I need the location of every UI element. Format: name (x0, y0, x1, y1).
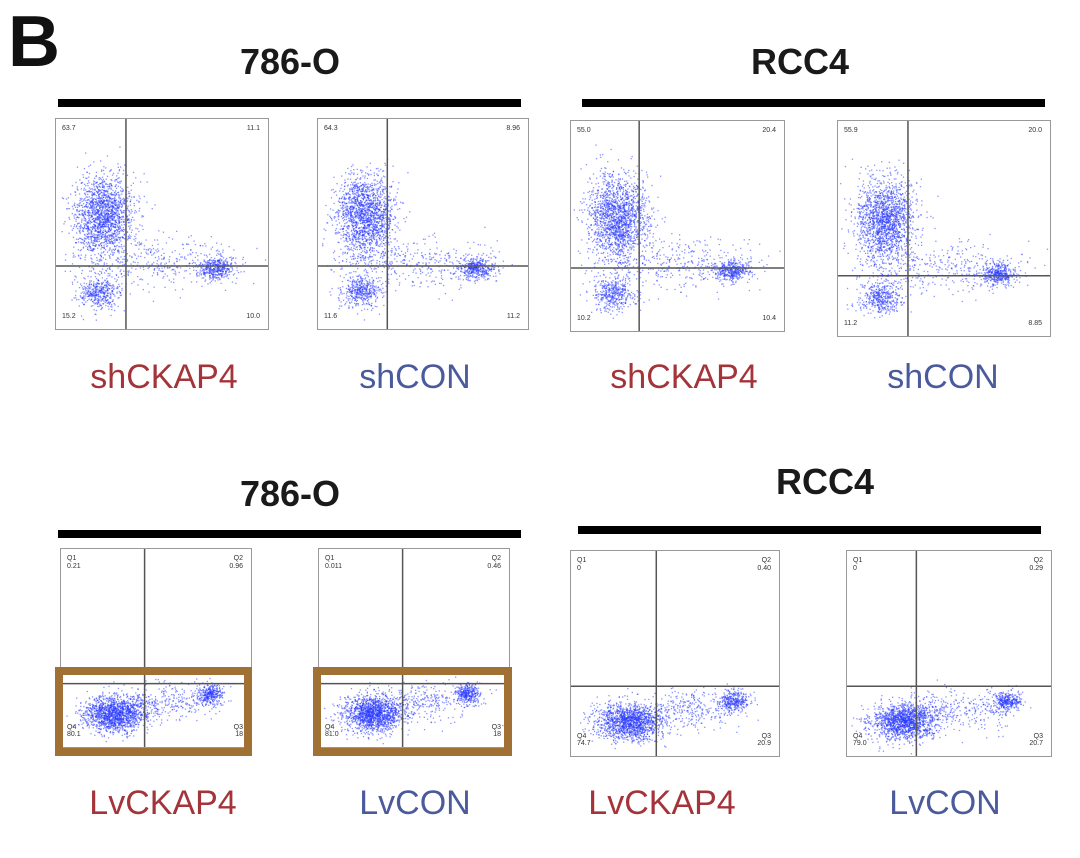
event-points (324, 672, 504, 745)
event-points (580, 683, 759, 750)
group-title-rcc4-top: RCC4 (750, 41, 849, 82)
flow-plot-786o-lvckap4: Q1 0.21 Q2 0.96 Q4 80.1 Q3 18 (60, 548, 252, 748)
scatter-canvas (571, 121, 784, 331)
group-title-rcc4-bottom: RCC4 (775, 461, 874, 502)
highlight-box-786o-lvckap4 (55, 667, 252, 756)
cond-label-rcc4-lvcon: LvCON (889, 784, 1001, 822)
cond-label-786o-shcon: shCON (359, 358, 471, 396)
flow-plot-rcc4-lvckap4: Q1 0 Q2 0.40 Q4 74.7 Q3 20.9 (570, 550, 780, 757)
quadrant-label-upper-right: 8.96 (506, 125, 520, 132)
quadrant-label-upper-right: Q2 0.29 (1029, 557, 1043, 572)
quadrant-label-upper-right: 11.1 (246, 125, 260, 132)
quadrant-label-upper-left: 64.3 (324, 125, 338, 132)
quadrant-label-lower-right: Q3 20.7 (1029, 732, 1043, 748)
group-bar-786o-bottom (58, 530, 521, 538)
quadrant-label-lower-left: Q4 81.0 (325, 723, 339, 739)
event-points (851, 679, 1032, 755)
group-bar-rcc4-bottom (578, 526, 1041, 534)
scatter-canvas (319, 549, 509, 747)
quadrant-label-lower-right: Q3 20.9 (757, 732, 771, 748)
event-points (840, 158, 1049, 319)
cond-label-rcc4-lvckap4: LvCKAP4 (588, 784, 736, 822)
quadrant-label-lower-right: 10.4 (762, 315, 776, 323)
quadrant-label-lower-right: 11.2 (506, 313, 520, 321)
flow-plot-rcc4-lvcon: Q1 0 Q2 0.29 Q4 79.0 Q3 20.7 (846, 550, 1052, 757)
quadrant-label-upper-right: Q2 0.40 (757, 557, 771, 572)
cond-label-rcc4-shckap4: shCKAP4 (610, 358, 758, 396)
group-bar-rcc4-top (582, 99, 1045, 107)
scatter-canvas (56, 119, 268, 329)
quadrant-label-upper-right: Q2 0.96 (229, 555, 243, 570)
scatter-canvas (571, 551, 779, 756)
scatter-canvas (847, 551, 1051, 756)
flow-plot-rcc4-shcon: 55.9 20.0 11.2 8.85 (837, 120, 1051, 337)
quadrant-label-upper-right: 20.4 (762, 127, 776, 134)
quadrant-label-lower-left: 10.2 (577, 315, 591, 323)
flow-plot-rcc4-shckap4: 55.0 20.4 10.2 10.4 (570, 120, 785, 332)
flow-plot-786o-lvcon: Q1 0.011 Q2 0.46 Q4 81.0 Q3 18 (318, 548, 510, 748)
quadrant-label-upper-left: Q1 0 (853, 557, 863, 572)
flow-plot-786o-shcon: 64.3 8.96 11.6 11.2 (317, 118, 529, 330)
scatter-canvas (61, 549, 251, 747)
quadrant-label-lower-right: Q3 18 (233, 723, 243, 739)
quadrant-label-lower-left: Q4 80.1 (67, 723, 81, 739)
event-points (322, 158, 513, 321)
quadrant-label-lower-right: Q3 18 (491, 723, 501, 739)
quadrant-label-upper-left: 55.0 (577, 127, 591, 134)
quadrant-label-upper-left: Q1 0.011 (325, 555, 342, 570)
flow-plot-786o-shckap4: 63.7 11.1 15.2 10.0 (55, 118, 269, 330)
quadrant-label-upper-right: Q2 0.46 (487, 555, 501, 570)
quadrant-label-lower-left: 11.2 (844, 320, 858, 328)
quadrant-label-lower-left: Q4 74.7 (577, 732, 591, 748)
highlight-box-786o-lvcon (313, 667, 512, 756)
scatter-canvas (318, 119, 528, 329)
quadrant-label-lower-left: 11.6 (324, 313, 338, 321)
quadrant-label-upper-left: 55.9 (844, 127, 858, 134)
cond-label-rcc4-shcon: shCON (887, 358, 999, 396)
scatter-canvas (838, 121, 1050, 336)
cond-label-786o-shckap4: shCKAP4 (90, 358, 238, 396)
event-points (61, 146, 267, 321)
cond-label-786o-lvcon: LvCON (359, 784, 471, 822)
quadrant-label-upper-left: Q1 0.21 (67, 555, 81, 570)
cond-label-786o-lvckap4: LvCKAP4 (89, 784, 237, 822)
quadrant-label-upper-right: 20.0 (1028, 127, 1042, 134)
quadrant-label-lower-left: 15.2 (62, 313, 76, 321)
group-bar-786o-top (58, 99, 521, 107)
group-title-786o-bottom: 786-O (239, 473, 341, 514)
quadrant-label-lower-right: 10.0 (246, 313, 260, 321)
quadrant-label-lower-left: Q4 79.0 (853, 732, 867, 748)
group-title-786o-top: 786-O (239, 41, 341, 82)
event-points (66, 670, 234, 743)
quadrant-label-lower-right: 8.85 (1028, 320, 1042, 328)
quadrant-label-upper-left: 63.7 (62, 125, 76, 132)
quadrant-label-upper-left: Q1 0 (577, 557, 587, 572)
event-points (573, 144, 781, 319)
panel-letter: B (8, 2, 60, 82)
